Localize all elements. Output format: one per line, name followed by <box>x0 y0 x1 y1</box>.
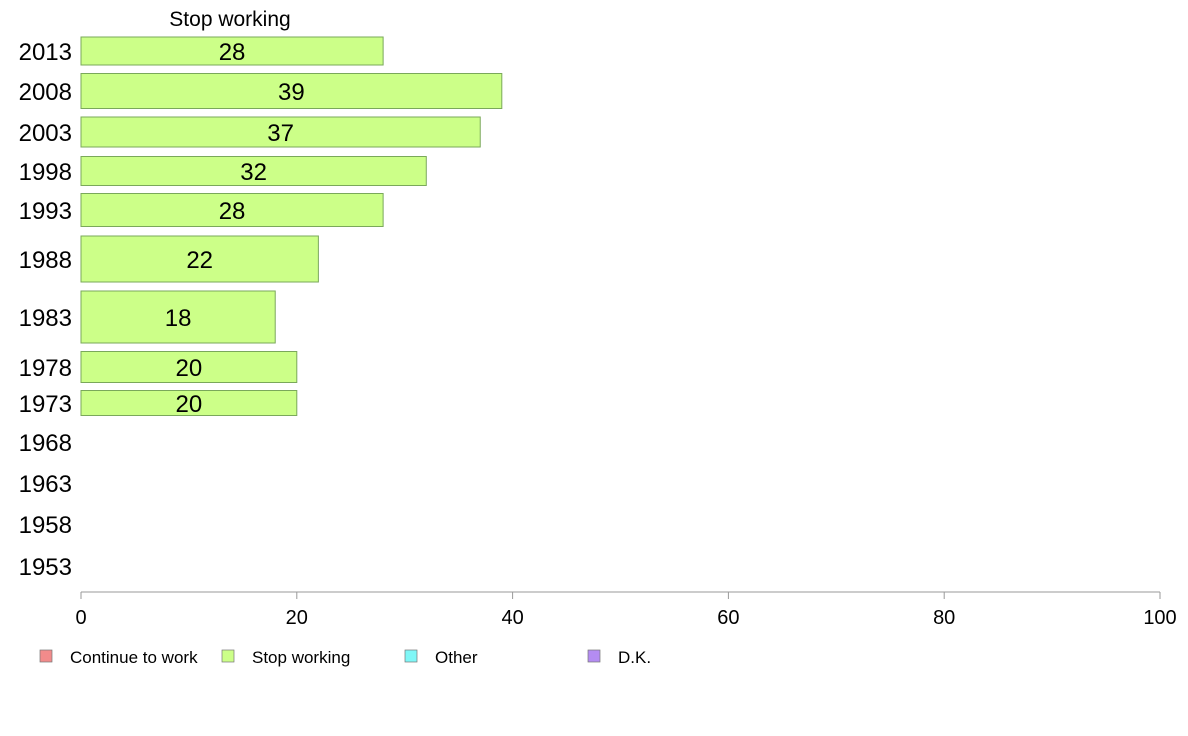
legend-label: Continue to work <box>70 648 198 667</box>
year-label: 2013 <box>19 39 72 66</box>
bar <box>80 235 319 283</box>
legend-swatch <box>587 649 601 663</box>
year-label: 1983 <box>19 305 72 332</box>
bar <box>80 156 427 186</box>
bar-value-label: 22 <box>186 247 213 274</box>
bar-value-label: 39 <box>278 79 305 106</box>
bar <box>80 73 503 109</box>
bar-value-label: 32 <box>240 159 267 186</box>
legend-swatch <box>404 649 418 663</box>
year-label: 2003 <box>19 120 72 147</box>
year-label: 1973 <box>19 391 72 418</box>
bar-value-label: 20 <box>176 391 203 418</box>
year-label: 1963 <box>19 471 72 498</box>
bar <box>80 351 298 383</box>
legend-label: Stop working <box>252 648 350 667</box>
x-tick-label: 40 <box>501 607 523 629</box>
x-tick-label: 20 <box>286 607 308 629</box>
legend-label: D.K. <box>618 648 651 667</box>
year-label: 1953 <box>19 554 72 581</box>
legend-swatch <box>39 649 53 663</box>
bar <box>80 193 384 227</box>
x-tick-label: 60 <box>717 607 739 629</box>
bar-value-label: 37 <box>267 120 294 147</box>
year-label: 1998 <box>19 159 72 186</box>
year-label: 1958 <box>19 512 72 539</box>
bar-value-label: 28 <box>219 39 246 66</box>
x-tick-label: 100 <box>1143 607 1176 629</box>
bar <box>80 36 384 66</box>
legend: Continue to work Stop working Other D.K. <box>39 648 651 667</box>
year-label: 1968 <box>19 430 72 457</box>
bars-group: 2013 28 2008 39 2003 37 1998 32 1993 28 1988 22 1983… <box>19 36 503 581</box>
x-tick-label: 0 <box>75 607 86 629</box>
x-axis: 0 20 40 60 80 100 <box>75 591 1177 629</box>
year-label: 2008 <box>19 79 72 106</box>
bar <box>80 390 298 416</box>
bar-value-label: 18 <box>165 305 192 332</box>
bar-value-label: 28 <box>219 198 246 225</box>
series-title: Stop working <box>169 8 290 31</box>
bar <box>80 290 276 344</box>
year-label: 1993 <box>19 198 72 225</box>
year-label: 1978 <box>19 355 72 382</box>
legend-swatch <box>221 649 235 663</box>
bar <box>80 116 481 148</box>
legend-label: Other <box>435 648 478 667</box>
bar-value-label: 20 <box>176 355 203 382</box>
year-label: 1988 <box>19 247 72 274</box>
x-tick-label: 80 <box>933 607 955 629</box>
